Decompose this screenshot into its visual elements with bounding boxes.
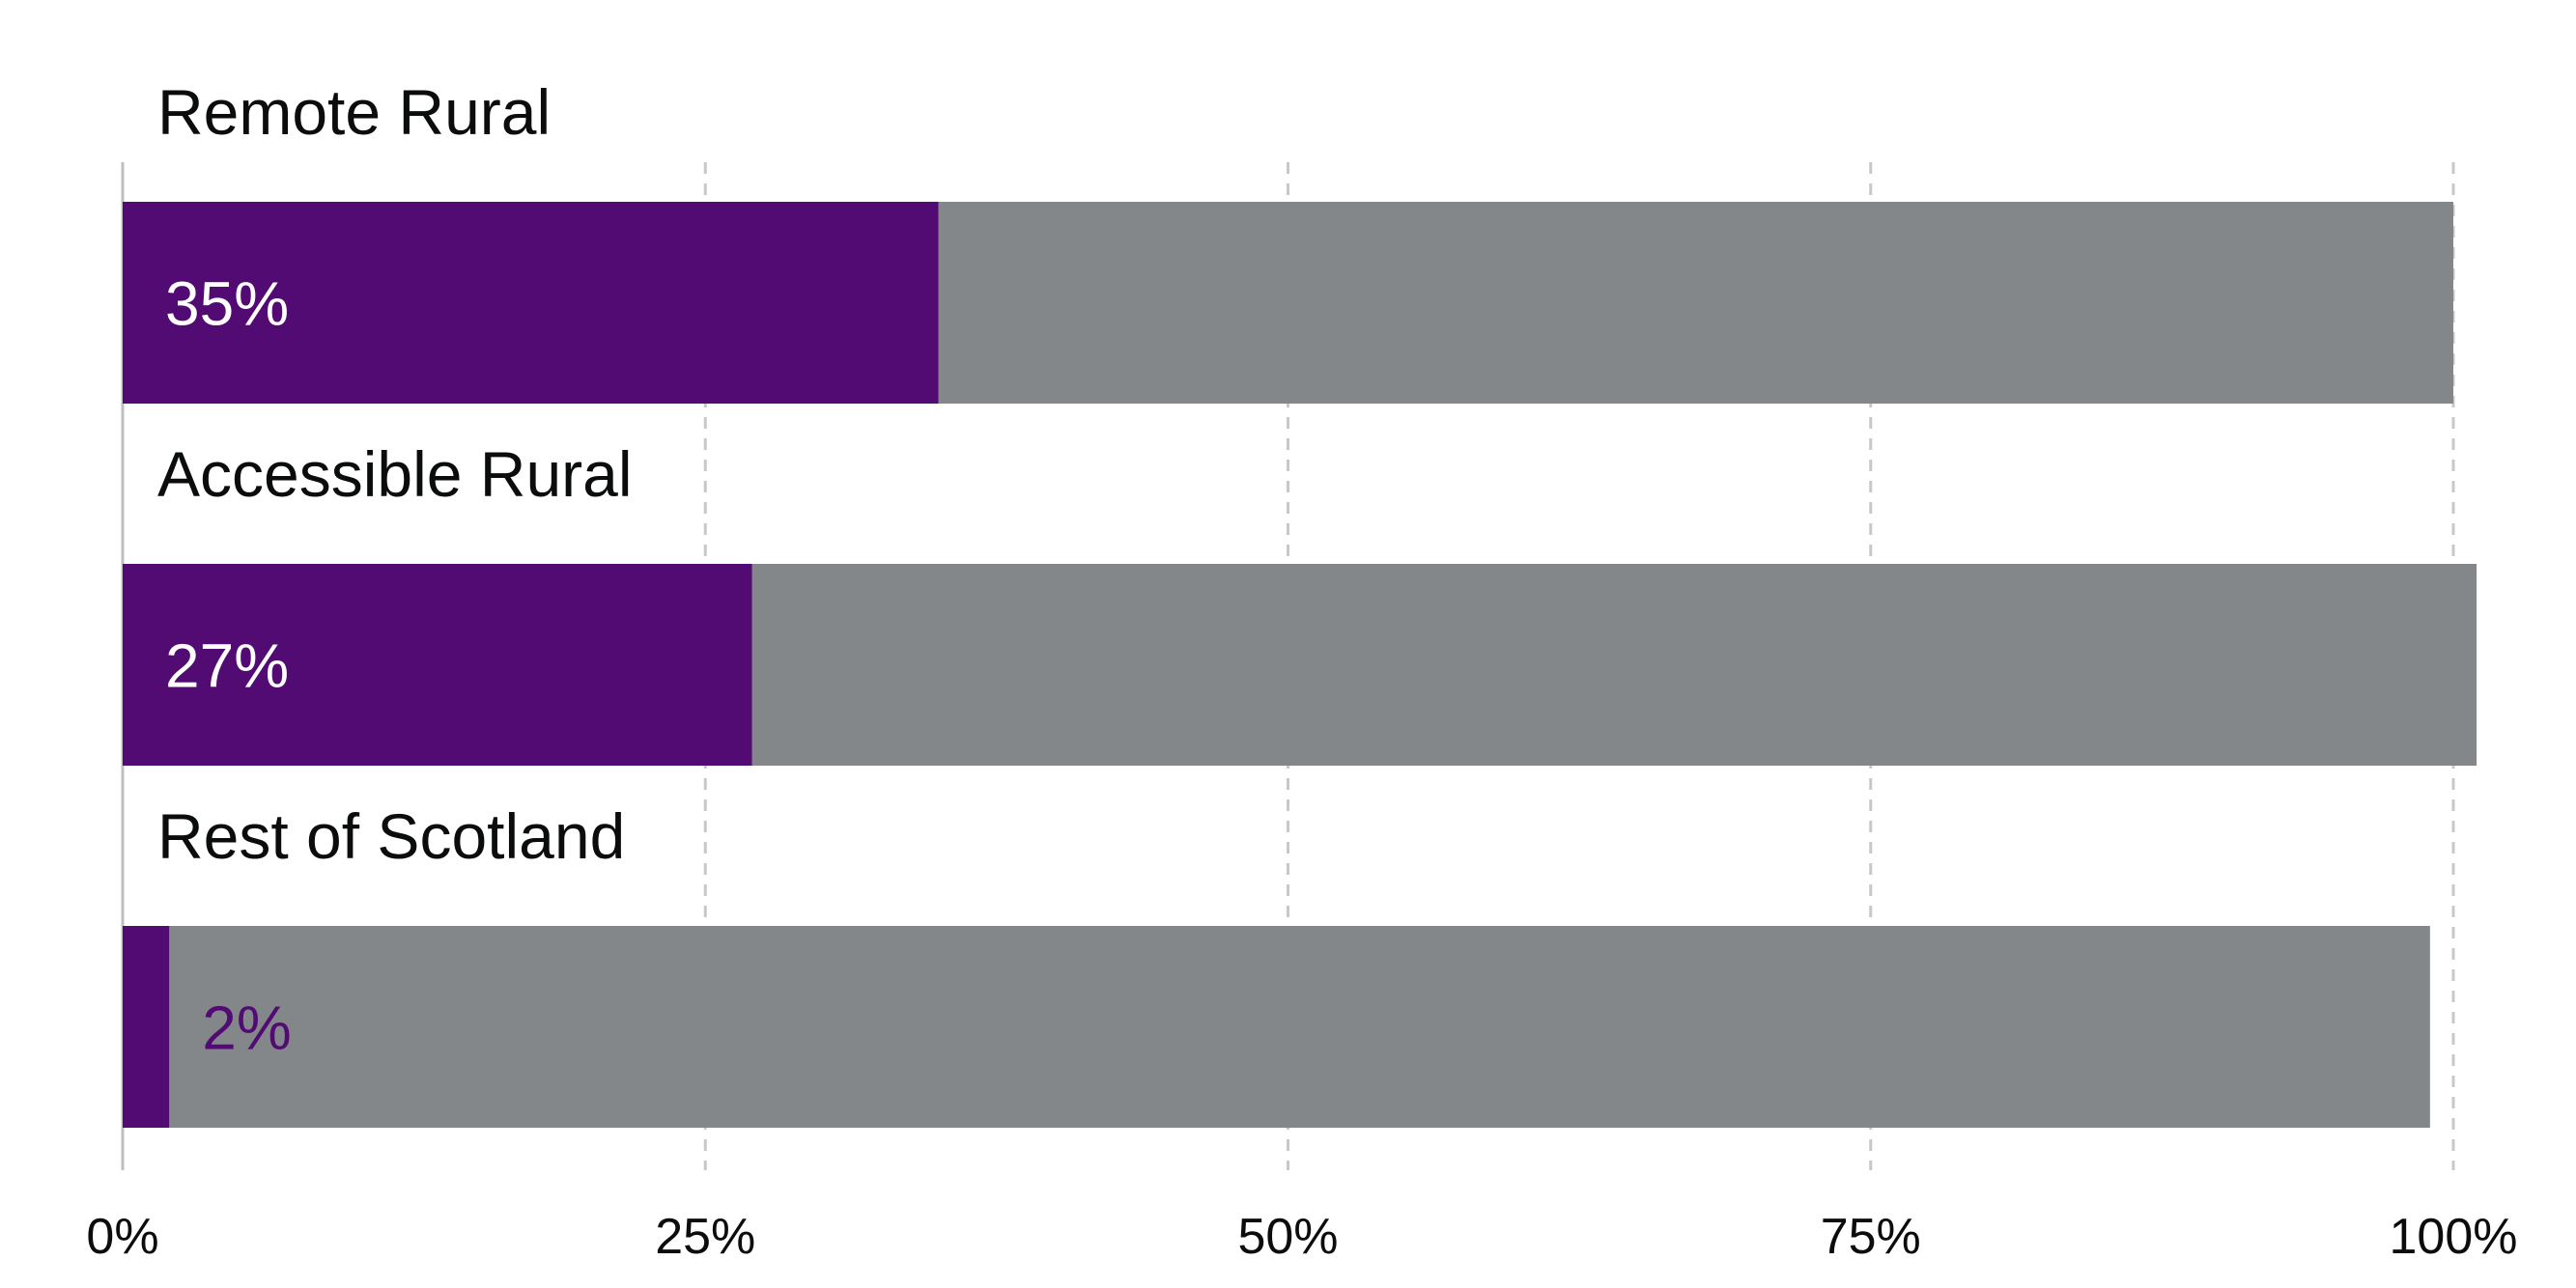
labels: Remote Rural 35% Accessible Rural 27% Rest o… xyxy=(157,76,633,1063)
category-label-0: Remote Rural xyxy=(157,76,551,148)
x-tick-label-0: 0% xyxy=(86,1209,158,1265)
x-tick-label-25: 25% xyxy=(655,1209,755,1265)
bar-remainder-2 xyxy=(169,926,2430,1128)
bar-value-2 xyxy=(123,926,170,1128)
value-label-2: 2% xyxy=(202,994,292,1063)
bar-value-1 xyxy=(123,564,752,766)
bars xyxy=(123,202,2477,1128)
bar-value-0 xyxy=(123,202,939,404)
bar-remainder-1 xyxy=(751,564,2477,766)
value-label-1: 27% xyxy=(165,631,289,701)
x-tick-label-75: 75% xyxy=(1821,1209,1921,1265)
value-label-0: 35% xyxy=(165,269,289,339)
category-label-1: Accessible Rural xyxy=(157,438,633,510)
x-axis: 0% 25% 50% 75% 100% xyxy=(86,1209,2517,1265)
bar-remainder-0 xyxy=(938,202,2453,404)
x-tick-label-100: 100% xyxy=(2390,1209,2518,1265)
category-label-2: Rest of Scotland xyxy=(157,800,625,872)
x-tick-label-50: 50% xyxy=(1237,1209,1338,1265)
